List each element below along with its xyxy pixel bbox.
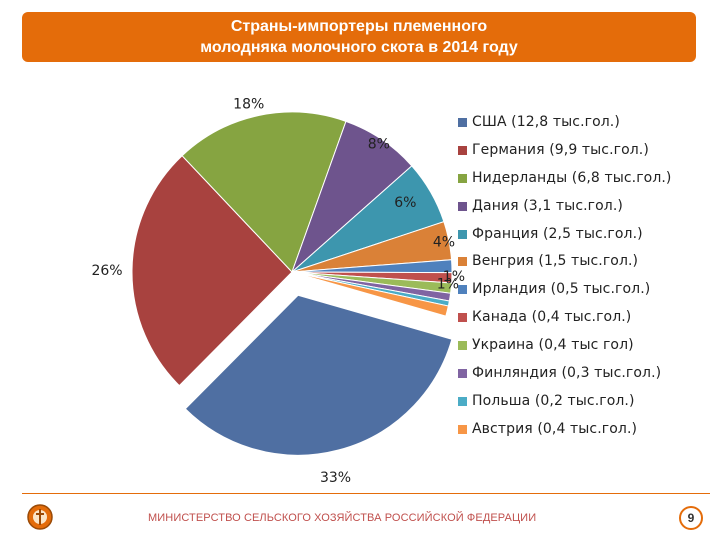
data-label: 4% (433, 234, 455, 250)
data-label: 1% (443, 269, 465, 285)
legend-swatch (458, 341, 467, 351)
legend-label: Финляндия (0,3 тыс.гол.) (472, 365, 662, 382)
legend-item: Франция (2,5 тыс.гол.) (458, 226, 671, 254)
legend-swatch (458, 229, 467, 239)
title-line-2: молодняка молочного скота в 2014 году (200, 39, 518, 56)
legend-swatch (458, 145, 467, 155)
pie-slice (181, 111, 347, 273)
ministry-emblem-icon (27, 504, 53, 530)
legend-label: Украина (0,4 тыс гол) (472, 337, 634, 354)
legend-label: Ирландия (0,5 тыс.гол.) (472, 281, 651, 298)
legend-item: Дания (3,1 тыс.гол.) (458, 198, 671, 226)
legend-item: Австрия (0,4 тыс.гол.) (458, 421, 671, 449)
pie-chart: 33% 26% 18% 8% 6% 4% 1%1% (91, 97, 465, 486)
pie-slice (184, 294, 453, 456)
legend-swatch (458, 285, 467, 295)
pie-slice (291, 271, 449, 317)
legend-item: Украина (0,4 тыс гол) (458, 337, 671, 365)
legend-item: Нидерланды (6,8 тыс.гол.) (458, 170, 671, 198)
legend-label: Нидерланды (6,8 тыс.гол.) (472, 169, 672, 186)
data-label: 18% (233, 97, 264, 113)
legend-label: Канада (0,4 тыс.гол.) (472, 309, 632, 326)
legend-swatch (458, 118, 467, 127)
legend-item: Канада (0,4 тыс.гол.) (458, 309, 671, 337)
legend-swatch (458, 313, 467, 323)
legend-item: США (12,8 тыс.гол.) (458, 114, 671, 142)
legend-swatch (458, 369, 467, 379)
legend-label: США (12,8 тыс.гол.) (472, 114, 620, 130)
legend-label: Венгрия (1,5 тыс.гол.) (472, 253, 639, 270)
title-line-1: Страны-импортеры племенного (230, 18, 488, 35)
pie-slice (131, 155, 293, 387)
data-label: 6% (394, 195, 416, 211)
legend-item: Ирландия (0,5 тыс.гол.) (458, 281, 671, 309)
legend-label: Германия (9,9 тыс.гол.) (472, 141, 649, 158)
legend-swatch (458, 424, 467, 434)
legend-label: Франция (2,5 тыс.гол.) (472, 225, 643, 242)
data-label: 26% (91, 263, 122, 279)
footer-divider (22, 493, 710, 494)
legend-item: Финляндия (0,3 тыс.гол.) (458, 365, 671, 393)
legend-label: Австрия (0,4 тыс.гол.) (472, 420, 638, 437)
legend-swatch (458, 396, 467, 406)
legend-item: Польша (0,2 тыс.гол.) (458, 393, 671, 421)
legend-label: Польша (0,2 тыс.гол.) (472, 392, 635, 409)
legend-label: Дания (3,1 тыс.гол.) (472, 197, 623, 214)
data-label: 33% (320, 470, 351, 486)
legend-swatch (458, 257, 467, 267)
legend-swatch (458, 173, 467, 183)
page-number-badge: 9 (679, 506, 703, 530)
data-label: 8% (368, 137, 390, 153)
legend-item: Германия (9,9 тыс.гол.) (458, 142, 671, 170)
chart-legend: США (12,8 тыс.гол.) Германия (9,9 тыс.гол… (458, 114, 671, 449)
legend-item: Венгрия (1,5 тыс.гол.) (458, 253, 671, 281)
legend-swatch (458, 201, 467, 211)
footer-ministry-name: МИНИСТЕРСТВО СЕЛЬСКОГО ХОЗЯЙСТВА РОССИЙС… (148, 512, 537, 524)
title-banner: Страны-импортеры племенного молодняка мо… (22, 12, 696, 62)
data-label: 1% (437, 276, 459, 292)
